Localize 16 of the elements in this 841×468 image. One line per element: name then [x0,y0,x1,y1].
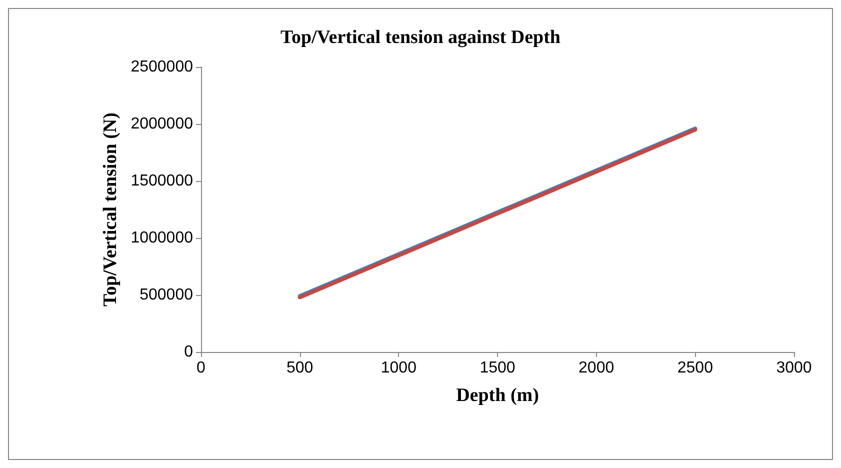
x-tick-label: 1500 [480,360,516,376]
x-tick-label: 3000 [776,360,812,376]
chart-title: Top/Vertical tension against Depth [280,27,561,48]
y-tick-label: 1000000 [130,230,194,246]
x-tick-label: 500 [286,360,314,376]
x-tick-label: 0 [196,360,206,376]
y-axis-title: Top/Vertical tension (N) [100,112,121,306]
y-tick-label: 2000000 [130,116,194,132]
y-tick-label: 500000 [140,286,194,304]
x-tick-label: 1000 [380,360,417,376]
x-tick-label: 2000 [578,360,614,376]
x-tick-label: 2500 [677,360,714,376]
x-axis-title: Depth (m) [456,385,539,406]
y-tick-label: 1500000 [130,172,194,190]
y-tick-label: 2500000 [130,58,194,76]
y-tick-label: 0 [184,344,194,360]
